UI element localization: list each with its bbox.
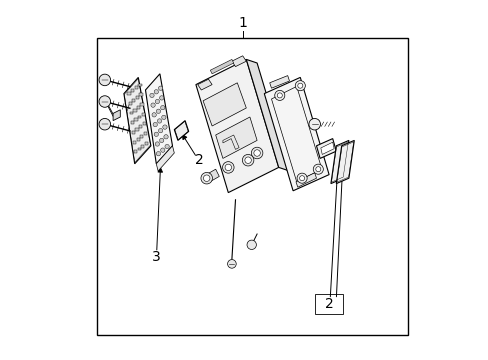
Circle shape [201,172,212,184]
FancyBboxPatch shape [132,131,135,134]
Circle shape [99,74,110,86]
Circle shape [313,164,323,174]
Circle shape [151,103,155,107]
Circle shape [251,147,263,159]
Circle shape [242,154,253,166]
FancyBboxPatch shape [137,106,140,109]
Circle shape [274,90,284,100]
FancyBboxPatch shape [133,109,136,112]
Circle shape [163,125,167,129]
Polygon shape [145,74,172,164]
Circle shape [158,86,163,90]
FancyBboxPatch shape [143,132,146,135]
Circle shape [308,118,320,130]
Circle shape [156,152,160,156]
Polygon shape [210,59,233,74]
FancyBboxPatch shape [136,138,140,141]
Circle shape [158,129,163,133]
FancyBboxPatch shape [134,118,137,121]
Polygon shape [113,110,120,121]
Circle shape [156,109,160,113]
FancyBboxPatch shape [132,99,135,102]
Circle shape [222,162,234,173]
FancyBboxPatch shape [127,92,130,95]
Polygon shape [203,169,219,184]
Polygon shape [197,79,212,90]
Circle shape [299,176,304,181]
Polygon shape [295,173,316,187]
FancyBboxPatch shape [130,121,134,124]
Circle shape [277,93,282,98]
FancyBboxPatch shape [137,148,141,150]
FancyBboxPatch shape [139,93,142,96]
Circle shape [159,96,163,100]
Circle shape [162,115,166,120]
FancyBboxPatch shape [141,113,144,116]
Polygon shape [316,139,336,158]
Circle shape [315,167,320,172]
Polygon shape [269,76,289,88]
Polygon shape [320,142,333,154]
Polygon shape [231,56,246,67]
Circle shape [224,164,231,171]
Bar [97,38,407,335]
Circle shape [246,240,256,249]
Circle shape [163,135,168,139]
FancyBboxPatch shape [135,128,139,131]
Polygon shape [174,121,188,140]
Circle shape [160,148,164,152]
Polygon shape [215,117,257,158]
FancyBboxPatch shape [144,142,148,145]
FancyBboxPatch shape [140,135,143,138]
FancyBboxPatch shape [134,86,138,89]
Circle shape [99,96,110,107]
Polygon shape [264,77,328,191]
Circle shape [152,113,156,117]
Text: 2: 2 [324,297,333,311]
FancyBboxPatch shape [131,89,134,92]
Circle shape [155,99,159,104]
FancyBboxPatch shape [128,102,132,105]
Circle shape [99,118,110,130]
FancyBboxPatch shape [138,116,141,118]
FancyBboxPatch shape [136,96,139,99]
Circle shape [155,142,159,146]
Text: 1: 1 [238,17,246,30]
Polygon shape [336,140,354,184]
FancyBboxPatch shape [142,122,145,125]
Circle shape [227,260,236,268]
Text: 2: 2 [195,153,203,167]
Circle shape [157,119,162,123]
Circle shape [295,81,305,91]
Circle shape [253,150,260,156]
FancyBboxPatch shape [133,141,136,144]
FancyBboxPatch shape [139,125,142,128]
FancyBboxPatch shape [129,112,133,114]
FancyBboxPatch shape [138,84,141,86]
Polygon shape [156,146,174,171]
FancyBboxPatch shape [141,145,144,148]
Circle shape [153,122,157,127]
Polygon shape [123,77,151,164]
Circle shape [297,83,302,88]
Circle shape [159,138,163,143]
FancyBboxPatch shape [140,103,143,106]
Polygon shape [330,140,348,184]
Circle shape [149,93,154,98]
FancyBboxPatch shape [134,150,137,153]
Circle shape [203,175,209,181]
Text: 3: 3 [152,251,161,264]
Circle shape [154,90,158,94]
Polygon shape [203,83,246,126]
Circle shape [296,173,306,183]
Circle shape [154,132,158,136]
Circle shape [244,157,251,163]
Polygon shape [196,59,278,193]
Polygon shape [246,59,289,171]
Circle shape [160,105,164,110]
Circle shape [164,144,169,149]
